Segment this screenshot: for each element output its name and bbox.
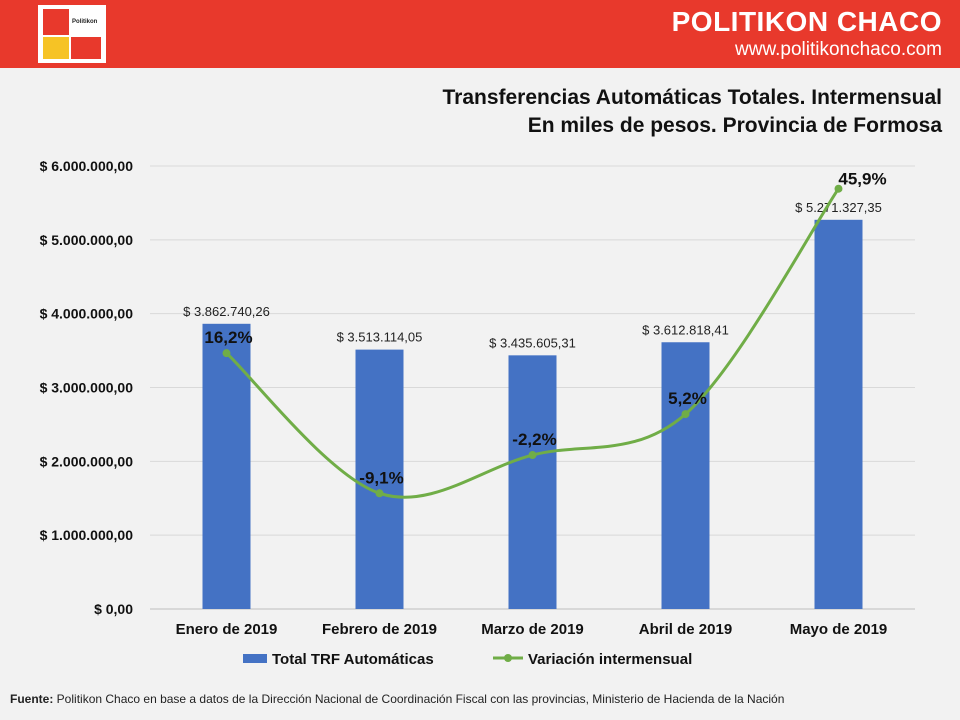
x-tick-label: Abril de 2019 [639, 621, 732, 638]
chart-title: Transferencias Automáticas Totales. Inte… [442, 84, 942, 140]
bar [202, 323, 251, 609]
y-tick-label: $ 0,00 [94, 601, 133, 617]
legend-swatch-bars [243, 654, 267, 663]
line-point [528, 451, 537, 460]
y-tick-label: $ 5.000.000,00 [40, 232, 134, 248]
logo-square-red [43, 9, 69, 35]
x-tick-label: Febrero de 2019 [322, 621, 437, 638]
chart-title-line-1: Transferencias Automáticas Totales. Inte… [442, 86, 942, 109]
brand-url: www.politikonchaco.com [735, 39, 942, 60]
bar [508, 355, 557, 609]
bar [814, 219, 863, 609]
y-tick-label: $ 3.000.000,00 [40, 380, 134, 396]
bar-value-label: $ 3.612.818,41 [642, 322, 729, 337]
line-value-label: 5,2% [668, 389, 707, 408]
line-value-label: -2,2% [512, 430, 556, 449]
x-tick-label: Enero de 2019 [176, 621, 278, 638]
y-tick-label: $ 1.000.000,00 [40, 527, 134, 543]
bar [355, 349, 404, 609]
line-value-label: 45,9% [838, 170, 886, 189]
x-tick-label: Mayo de 2019 [790, 621, 888, 638]
source-label: Fuente: [10, 692, 54, 706]
y-tick-label: $ 6.000.000,00 [40, 158, 134, 174]
brand-name: POLITIKON CHACO [671, 6, 942, 37]
logo-text: Politikon [72, 19, 98, 25]
y-tick-label: $ 2.000.000,00 [40, 453, 134, 469]
line-value-label: 16,2% [204, 328, 252, 347]
source-note: Fuente: Politikon Chaco en base a datos … [10, 692, 784, 706]
line-point [681, 410, 690, 419]
logo-square-yellow [43, 37, 69, 59]
bar-value-label: $ 3.862.740,26 [183, 304, 270, 319]
bar-value-label: $ 5.271.327,35 [795, 200, 882, 215]
line-point [375, 489, 384, 498]
line-value-label: -9,1% [359, 468, 403, 487]
chart-title-line-2: En miles de pesos. Provincia de Formosa [527, 114, 942, 137]
logo-square-red-2 [71, 37, 101, 59]
y-tick-label: $ 4.000.000,00 [40, 306, 134, 322]
brand-block: POLITIKON CHACO www.politikonchaco.com [672, 6, 942, 62]
source-text: Politikon Chaco en base a datos de la Di… [53, 692, 785, 706]
politikon-logo: Politikon [38, 5, 106, 63]
bar-value-label: $ 3.513.114,05 [337, 330, 423, 345]
bar-value-label: $ 3.435.605,31 [489, 335, 576, 350]
legend-label-line: Variación intermensual [528, 651, 692, 668]
legend-label-bars: Total TRF Automáticas [272, 651, 434, 668]
x-tick-label: Marzo de 2019 [481, 621, 584, 638]
header-banner: Politikon POLITIKON CHACO www.politikonc… [0, 0, 960, 68]
line-point [222, 349, 231, 358]
legend-swatch-marker [504, 654, 512, 662]
line-point [834, 184, 843, 193]
logo-square-white [71, 9, 101, 35]
bar [661, 342, 710, 609]
